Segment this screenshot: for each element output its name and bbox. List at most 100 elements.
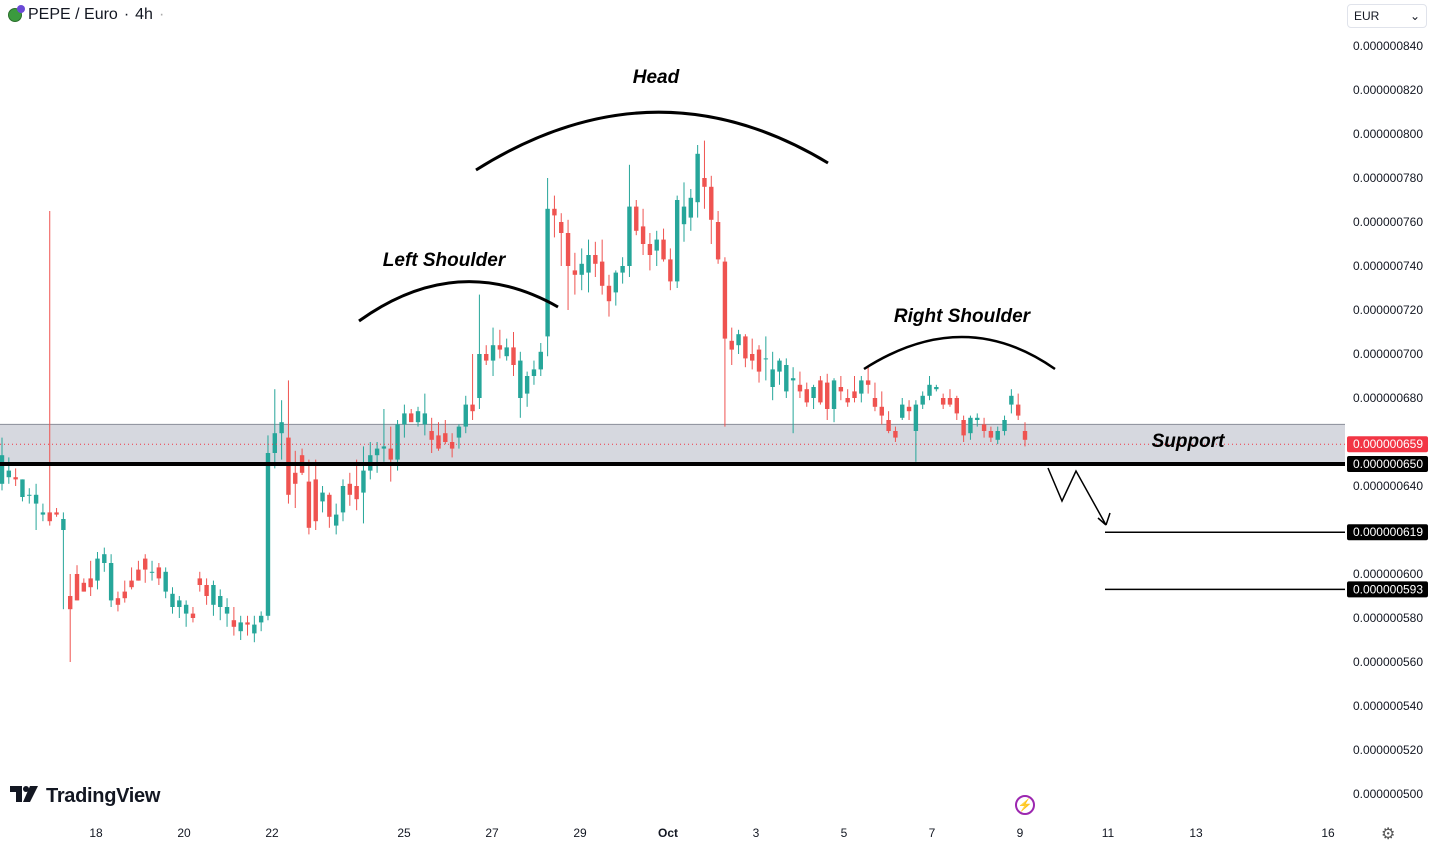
candle-body — [538, 351, 543, 370]
candle-body — [88, 578, 93, 588]
candle-body — [395, 424, 400, 460]
candle-body — [613, 272, 618, 293]
candle-body — [872, 398, 878, 407]
candle-body — [709, 186, 714, 220]
candle-body — [272, 433, 277, 453]
price-label-bg — [1347, 456, 1428, 472]
y-tick-label: 0.000000600 — [1353, 567, 1423, 581]
candle-body — [224, 607, 230, 614]
y-tick-label: 0.000000800 — [1353, 127, 1423, 141]
candle-body — [415, 411, 421, 423]
candle-body — [688, 197, 694, 218]
x-tick-label: 3 — [753, 826, 760, 840]
candle-body — [402, 413, 407, 425]
candle-body — [865, 380, 871, 385]
candle-body — [149, 571, 155, 573]
candle-body — [559, 222, 564, 233]
y-axis: 0.000000840 0.000000820 0.000000800 0.00000… — [1353, 39, 1423, 801]
tradingview-logo-icon — [10, 785, 40, 808]
candle-body — [913, 404, 919, 431]
candle-body — [504, 347, 509, 357]
candle-body — [518, 360, 523, 398]
candle-body — [511, 347, 516, 365]
tradingview-logo[interactable]: TradingView — [10, 785, 160, 808]
candle-body — [61, 519, 66, 530]
candles-group — [0, 140, 1028, 662]
interval-label[interactable]: 4h — [135, 6, 153, 23]
candle-body — [231, 620, 237, 627]
y-tick-label: 0.000000540 — [1353, 699, 1423, 713]
candle-body — [661, 239, 666, 260]
candle-body — [279, 422, 284, 434]
y-tick-label: 0.000000780 — [1353, 171, 1423, 185]
candle-body — [327, 494, 332, 517]
candle-body — [238, 622, 243, 632]
candle-body — [204, 585, 209, 596]
candle-body — [13, 477, 18, 480]
candle-body — [449, 442, 455, 449]
gear-icon[interactable]: ⚙ — [1381, 826, 1396, 843]
x-tick-label: 22 — [265, 826, 279, 840]
candle-body — [681, 206, 687, 225]
annotation-right-shoulder: Right Shoulder — [894, 306, 1032, 327]
candle-body — [818, 380, 823, 403]
price-label: 0.000000619 — [1353, 525, 1423, 539]
x-tick-label: 29 — [573, 826, 587, 840]
candle-body — [143, 558, 148, 570]
candle-body — [211, 585, 216, 605]
candle-body — [831, 380, 837, 409]
x-tick-label: 25 — [397, 826, 411, 840]
candle-body — [129, 580, 134, 588]
candle-body — [47, 512, 52, 522]
price-label: 0.000000659 — [1353, 437, 1423, 451]
candle-body — [429, 431, 434, 440]
candle-body — [852, 391, 857, 398]
price-label-bg — [1347, 581, 1428, 598]
candle-body — [108, 563, 114, 601]
price-labels: 0.000000659 0.000000650 0.000000619 0.00000… — [1347, 436, 1428, 598]
candle-body — [825, 382, 830, 409]
y-tick-label: 0.000000680 — [1353, 391, 1423, 405]
candle-body — [593, 255, 598, 264]
candle-body — [183, 604, 189, 614]
candle-body — [320, 492, 325, 502]
candle-body — [702, 178, 707, 187]
head-arc — [475, 110, 829, 172]
candle-body — [333, 514, 339, 526]
candle-body — [0, 455, 5, 484]
y-tick-label: 0.000000720 — [1353, 303, 1423, 317]
candle-body — [627, 206, 632, 266]
candle-body — [927, 384, 932, 396]
price-label-bg — [1347, 436, 1428, 453]
candle-body — [743, 336, 748, 359]
candle-body — [40, 512, 46, 515]
candle-body — [354, 486, 359, 500]
candle-body — [668, 259, 673, 282]
candle-body — [770, 369, 775, 387]
chart-header: PEPE / Euro · 4h · — [8, 5, 164, 24]
candle-body — [695, 153, 700, 203]
y-tick-label: 0.000000560 — [1353, 655, 1423, 669]
x-tick-label: 13 — [1189, 826, 1203, 840]
candle-body — [934, 387, 939, 390]
candle-body — [565, 233, 571, 266]
candle-body — [750, 354, 755, 361]
x-tick-label: 9 — [1017, 826, 1024, 840]
candle-body — [388, 448, 393, 460]
candle-body — [886, 420, 891, 431]
x-tick-label: 5 — [841, 826, 848, 840]
currency-select[interactable]: EUR ⌄ — [1347, 4, 1427, 28]
candle-body — [6, 470, 12, 478]
symbol-name[interactable]: PEPE / Euro — [28, 6, 118, 23]
lightning-bolt-icon[interactable]: ⚡ — [1015, 795, 1035, 815]
candle-body — [265, 453, 271, 616]
candle-body — [811, 387, 816, 398]
brand-name: TradingView — [46, 785, 161, 807]
candle-body — [975, 417, 980, 420]
candle-body — [381, 446, 387, 449]
y-tick-label: 0.000000640 — [1353, 479, 1423, 493]
chevron-down-icon: ⌄ — [1409, 9, 1420, 23]
candle-body — [784, 365, 789, 392]
candle-body — [524, 376, 530, 394]
